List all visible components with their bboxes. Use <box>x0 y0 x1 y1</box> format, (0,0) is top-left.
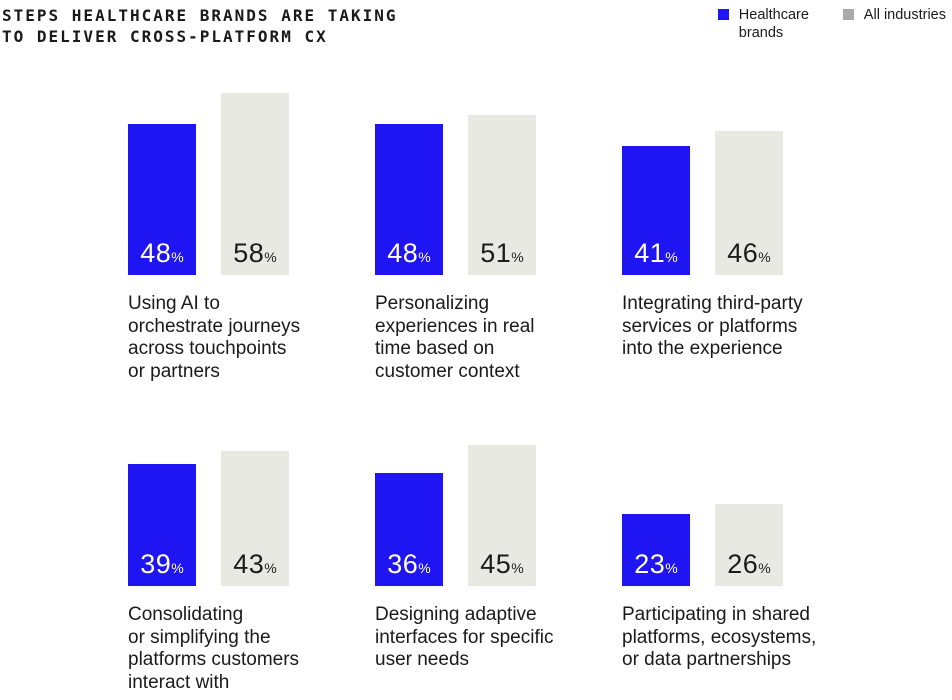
bar-value-label: 23% <box>622 549 690 580</box>
chart-title-line2: TO DELIVER CROSS-PLATFORM CX <box>2 27 328 46</box>
percent-sign: % <box>665 249 678 265</box>
bar-value: 48 <box>140 238 172 268</box>
bar-group-integrating: 41% 46% Integrating third-party services… <box>622 92 869 403</box>
percent-sign: % <box>418 560 431 576</box>
legend-swatch-all-industries-icon <box>842 9 854 20</box>
bar-value: 43 <box>233 549 265 579</box>
bar-value-label: 36% <box>375 549 443 580</box>
legend: Healthcare brands All industries <box>717 5 946 42</box>
category-label: Using AI to orchestrate journeys across … <box>128 293 301 382</box>
bar-value-label: 48% <box>128 238 196 269</box>
percent-sign: % <box>511 249 524 265</box>
bar-value: 58 <box>233 238 265 268</box>
bar-pair: 36% 45% <box>375 403 622 586</box>
category-label: Personalizing experiences in real time b… <box>375 293 535 382</box>
bar-healthcare-brands: 48% <box>375 124 443 275</box>
bar-all-industries: 43% <box>221 451 289 586</box>
bar-healthcare-brands: 36% <box>375 473 443 586</box>
bar-pair: 41% 46% <box>622 92 869 275</box>
bar-value: 51 <box>480 238 512 268</box>
bar-all-industries: 45% <box>468 445 536 586</box>
bar-pair: 48% 51% <box>375 92 622 275</box>
percent-sign: % <box>511 560 524 576</box>
bar-all-industries: 51% <box>468 115 536 275</box>
bar-value: 23 <box>634 549 666 579</box>
bar-value-label: 46% <box>715 238 783 269</box>
bar-value: 36 <box>387 549 419 579</box>
bar-all-industries: 58% <box>221 93 289 275</box>
legend-label-healthcare: Healthcare brands <box>738 7 809 41</box>
bar-value: 26 <box>727 549 759 579</box>
bar-value: 39 <box>140 549 172 579</box>
bar-value-label: 39% <box>128 549 196 580</box>
bar-group-using-ai: 48% 58% Using AI to orchestrate journeys… <box>128 92 375 403</box>
percent-sign: % <box>171 560 184 576</box>
bar-healthcare-brands: 48% <box>128 124 196 275</box>
legend-swatch-healthcare-icon <box>717 9 729 20</box>
bar-group-designing: 36% 45% Designing adaptive interfaces fo… <box>375 403 622 694</box>
chart-title: STEPS HEALTHCARE BRANDS ARE TAKING TO DEL… <box>2 5 398 47</box>
bar-value-label: 51% <box>468 238 536 269</box>
percent-sign: % <box>758 560 771 576</box>
bar-group-personalizing: 48% 51% Personalizing experiences in rea… <box>375 92 622 403</box>
bar-chart: 48% 58% Using AI to orchestrate journeys… <box>128 92 952 694</box>
bar-healthcare-brands: 41% <box>622 146 690 275</box>
category-label: Consolidating or simplifying the platfor… <box>128 604 300 693</box>
bar-all-industries: 26% <box>715 504 783 586</box>
bar-value-label: 43% <box>221 549 289 580</box>
legend-label-all-industries: All industries <box>863 7 946 23</box>
bar-value: 46 <box>727 238 759 268</box>
header: STEPS HEALTHCARE BRANDS ARE TAKING TO DEL… <box>0 0 952 51</box>
bar-pair: 39% 43% <box>128 403 375 586</box>
bar-healthcare-brands: 39% <box>128 464 196 586</box>
category-label: Participating in shared platforms, ecosy… <box>622 604 817 670</box>
chart-title-line1: STEPS HEALTHCARE BRANDS ARE TAKING <box>2 6 398 25</box>
percent-sign: % <box>264 560 277 576</box>
bar-value: 41 <box>634 238 666 268</box>
percent-sign: % <box>171 249 184 265</box>
percent-sign: % <box>264 249 277 265</box>
bar-group-participating: 23% 26% Participating in shared platform… <box>622 403 869 694</box>
bar-group-consolidating: 39% 43% Consolidating or simplifying the… <box>128 403 375 694</box>
bar-value-label: 58% <box>221 238 289 269</box>
bar-pair: 48% 58% <box>128 92 375 275</box>
percent-sign: % <box>758 249 771 265</box>
bar-all-industries: 46% <box>715 131 783 275</box>
category-label: Integrating third-party services or plat… <box>622 293 803 359</box>
bar-value-label: 48% <box>375 238 443 269</box>
bar-value-label: 45% <box>468 549 536 580</box>
percent-sign: % <box>418 249 431 265</box>
bar-value-label: 26% <box>715 549 783 580</box>
bar-value-label: 41% <box>622 238 690 269</box>
bar-healthcare-brands: 23% <box>622 514 690 586</box>
percent-sign: % <box>665 560 678 576</box>
legend-item-healthcare-brands: Healthcare brands <box>717 6 821 42</box>
bar-value: 45 <box>480 549 512 579</box>
legend-item-all-industries: All industries <box>842 6 946 42</box>
bar-value: 48 <box>387 238 419 268</box>
category-label: Designing adaptive interfaces for specif… <box>375 604 554 670</box>
bar-pair: 23% 26% <box>622 403 869 586</box>
